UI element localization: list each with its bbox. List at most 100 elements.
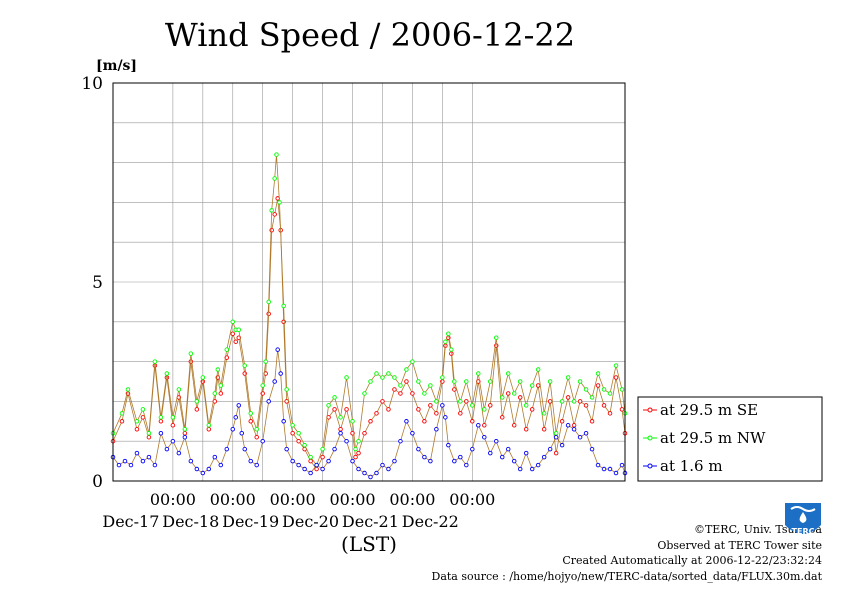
data-point (176, 387, 182, 392)
x-tick-time: 00:00 (329, 490, 375, 509)
data-point (236, 403, 242, 408)
data-point (559, 399, 565, 404)
data-point (505, 446, 511, 452)
data-point (583, 403, 589, 408)
data-point (595, 371, 601, 376)
data-point (488, 450, 493, 456)
data-point (511, 423, 517, 428)
data-point (559, 419, 565, 424)
data-point (452, 458, 457, 464)
x-tick-time: 00:00 (449, 490, 495, 509)
data-point (386, 407, 391, 412)
data-point (458, 411, 463, 416)
data-point (583, 387, 589, 392)
data-point (589, 395, 595, 400)
data-point (547, 446, 553, 452)
data-point (565, 423, 571, 428)
data-point (218, 383, 224, 388)
legend: at 29.5 m SE at 29.5 m NW at 1.6 m (637, 396, 823, 482)
data-point (269, 228, 274, 233)
data-point (443, 339, 448, 344)
credits-block: ©TERC, Univ. Tsukuba Observed at TERC To… (432, 522, 823, 584)
data-point (589, 446, 595, 452)
data-point (511, 458, 517, 464)
data-point (194, 466, 200, 472)
data-point (434, 427, 439, 432)
data-point (176, 450, 182, 456)
x-tick-date: Dec-17 (102, 512, 159, 531)
data-point (242, 363, 247, 368)
data-point (284, 446, 289, 452)
data-point (619, 387, 625, 392)
legend-label: at 1.6 m (660, 457, 723, 475)
series-layer (110, 152, 628, 480)
data-point (332, 446, 337, 452)
data-point (152, 462, 158, 468)
data-point (535, 367, 541, 372)
data-point (523, 403, 529, 408)
series-line (112, 198, 626, 470)
data-point (488, 403, 493, 408)
data-point (529, 466, 535, 472)
data-point (464, 399, 469, 404)
data-point (434, 411, 439, 416)
data-point (505, 391, 511, 396)
data-point (494, 438, 499, 444)
data-point (218, 462, 224, 468)
data-point (559, 442, 565, 448)
data-point (277, 200, 282, 205)
x-tick-date: Dec-22 (402, 512, 459, 531)
y-tick-label: 5 (92, 273, 103, 293)
data-point (134, 427, 140, 432)
data-point (134, 419, 140, 424)
data-point (242, 446, 247, 452)
data-point (215, 367, 221, 372)
series-at-1-6-m (110, 347, 628, 480)
data-point (362, 430, 367, 436)
data-point (541, 454, 547, 460)
data-point (410, 430, 415, 436)
data-point (326, 458, 331, 464)
y-tick-labels: 0 5 10 (81, 74, 103, 492)
data-point (239, 430, 244, 436)
data-point (392, 387, 397, 392)
data-point (470, 446, 475, 452)
data-point (170, 423, 176, 428)
data-point (116, 462, 122, 468)
data-point (350, 458, 355, 464)
data-point (470, 403, 475, 408)
data-point (553, 430, 559, 436)
data-point (146, 430, 152, 436)
data-point (158, 419, 164, 424)
data-point (619, 407, 625, 412)
data-point (206, 466, 212, 472)
data-point (398, 438, 403, 444)
data-point (392, 458, 397, 464)
data-point (553, 450, 559, 456)
data-point (601, 387, 607, 392)
data-point (619, 462, 625, 468)
data-point (233, 339, 239, 344)
data-point (269, 208, 274, 213)
data-point (353, 454, 358, 460)
data-point (248, 411, 253, 416)
created-timestamp-text: Created Automatically at 2006-12-22/23:3… (562, 554, 822, 567)
data-point (398, 391, 403, 396)
data-point (499, 395, 505, 400)
data-point (164, 371, 170, 376)
chart-title: Wind Speed / 2006-12-22 (165, 16, 575, 54)
data-point (440, 403, 445, 408)
data-point (272, 379, 277, 384)
data-point (398, 383, 403, 388)
data-point (314, 466, 319, 472)
x-tick-date: Dec-18 (162, 512, 219, 531)
data-point (571, 423, 577, 428)
data-point (119, 419, 125, 424)
data-point (182, 434, 188, 440)
data-source-text: Data source : /home/hojyo/new/TERC-data/… (431, 569, 823, 583)
data-point (452, 387, 457, 392)
copyright-text: ©TERC, Univ. Tsukuba (693, 523, 822, 536)
data-point (380, 399, 385, 404)
data-point (541, 411, 547, 416)
legend-swatch-marker (647, 463, 653, 469)
